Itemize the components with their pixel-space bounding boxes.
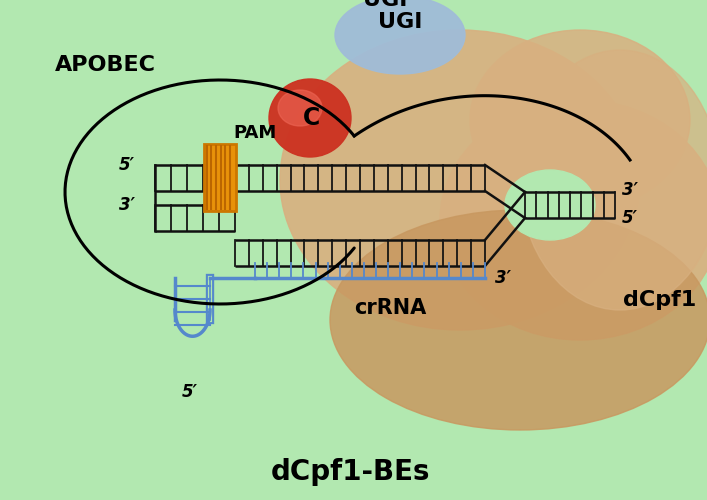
Ellipse shape	[440, 100, 707, 340]
Ellipse shape	[335, 0, 465, 74]
Ellipse shape	[505, 170, 595, 240]
Text: crRNA: crRNA	[354, 298, 426, 318]
Text: dCpf1-BEs: dCpf1-BEs	[270, 458, 430, 486]
Text: 5′: 5′	[622, 209, 638, 227]
Text: 3′: 3′	[495, 269, 511, 287]
Text: C: C	[303, 106, 321, 130]
Text: PAM: PAM	[233, 124, 276, 142]
Ellipse shape	[470, 30, 690, 210]
Text: 5′: 5′	[182, 383, 198, 401]
Ellipse shape	[278, 90, 322, 126]
Ellipse shape	[330, 210, 707, 430]
Ellipse shape	[269, 79, 351, 157]
Text: APOBEC: APOBEC	[55, 55, 156, 75]
FancyBboxPatch shape	[204, 144, 236, 211]
Text: UGI: UGI	[378, 12, 422, 32]
Text: 5′: 5′	[119, 156, 135, 174]
Text: 3′: 3′	[622, 181, 638, 199]
Text: UGI: UGI	[363, 0, 407, 10]
Ellipse shape	[280, 30, 640, 330]
Ellipse shape	[520, 50, 707, 310]
Text: dCpf1: dCpf1	[624, 290, 696, 310]
Text: 3′: 3′	[119, 196, 135, 214]
